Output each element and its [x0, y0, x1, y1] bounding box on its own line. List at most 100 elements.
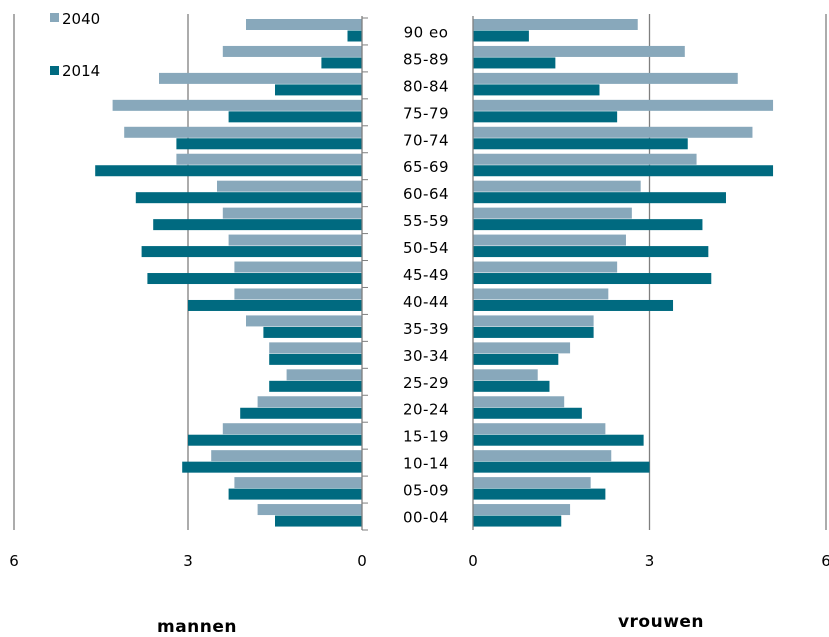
- mannen-bar-2040-80-84: [159, 72, 362, 84]
- vrouwen-bar-2014-45-49: [473, 273, 712, 285]
- age-label-55-59: 55-59: [403, 212, 449, 230]
- vrouwen-bar-2040-60-64: [473, 180, 641, 192]
- vrouwen-bar-2014-20-24: [473, 407, 582, 419]
- mannen-bar-2040-05-09: [234, 477, 362, 489]
- vrouwen-bar-2014-30-34: [473, 353, 559, 365]
- legend-swatch-2014: [50, 66, 59, 75]
- mannen-bar-2040-35-39: [246, 315, 362, 327]
- age-label-90-eo: 90 eo: [404, 23, 449, 41]
- mannen-bar-2040-30-34: [269, 342, 362, 354]
- mannen-bar-2014-80-84: [275, 84, 362, 96]
- mannen-bar-2040-10-14: [211, 450, 362, 462]
- vrouwen-bar-2040-40-44: [473, 288, 609, 300]
- mannen-bar-2040-25-29: [286, 369, 362, 381]
- mannen-bar-2040-15-19: [222, 423, 362, 435]
- vrouwen-bar-2040-00-04: [473, 504, 571, 516]
- vrouwen-x-tick-0: 0: [468, 552, 478, 570]
- age-label-10-14: 10-14: [403, 455, 449, 473]
- age-label-85-89: 85-89: [403, 50, 449, 68]
- mannen-bar-2040-50-54: [228, 234, 362, 246]
- mannen-x-tick-labels: 6 3 0: [9, 552, 367, 570]
- vrouwen-bar-2040-05-09: [473, 477, 591, 489]
- legend-label-2014: 2014: [62, 62, 100, 80]
- mannen-x-tick-3: 3: [183, 552, 193, 570]
- vrouwen-bar-2040-20-24: [473, 396, 565, 408]
- vrouwen-bar-2014-10-14: [473, 461, 650, 473]
- panel-title-vrouwen: vrouwen: [618, 612, 704, 632]
- mannen-bar-2014-65-69: [95, 165, 362, 177]
- mannen-bar-2014-55-59: [153, 219, 362, 231]
- mannen-bar-2014-25-29: [269, 380, 362, 392]
- vrouwen-bar-2014-80-84: [473, 84, 600, 96]
- panel-title-mannen: mannen: [157, 617, 237, 637]
- mannen-bars: [95, 19, 362, 527]
- age-label-25-29: 25-29: [403, 374, 449, 392]
- vrouwen-bar-2014-50-54: [473, 246, 709, 258]
- vrouwen-bar-2014-25-29: [473, 380, 550, 392]
- vrouwen-bar-2014-65-69: [473, 165, 774, 177]
- age-label-60-64: 60-64: [403, 185, 449, 203]
- mannen-bar-2040-55-59: [222, 207, 362, 219]
- vrouwen-bar-2014-75-79: [473, 111, 618, 123]
- legend: 2040 2014: [50, 10, 100, 80]
- mannen-bar-2040-65-69: [176, 153, 362, 165]
- vrouwen-bar-2040-25-29: [473, 369, 538, 381]
- vrouwen-bar-2014-90-eo: [473, 30, 529, 42]
- vrouwen-bar-2040-35-39: [473, 315, 594, 327]
- mannen-bar-2014-10-14: [182, 461, 362, 473]
- mannen-bar-2014-20-24: [240, 407, 362, 419]
- mannen-bar-2014-90-eo: [347, 30, 362, 42]
- mannen-bar-2040-00-04: [257, 504, 362, 516]
- vrouwen-bar-2014-55-59: [473, 219, 703, 231]
- vrouwen-bar-2014-85-89: [473, 57, 556, 69]
- mannen-bar-2014-35-39: [263, 326, 362, 338]
- age-label-35-39: 35-39: [403, 320, 449, 338]
- vrouwen-bar-2040-80-84: [473, 72, 738, 84]
- mannen-bar-2014-75-79: [228, 111, 362, 123]
- age-label-80-84: 80-84: [403, 77, 449, 95]
- mannen-bar-2014-00-04: [275, 515, 362, 527]
- legend-label-2040: 2040: [62, 10, 100, 28]
- age-label-20-24: 20-24: [403, 401, 449, 419]
- mannen-bar-2040-85-89: [222, 45, 362, 57]
- age-label-75-79: 75-79: [403, 104, 449, 122]
- vrouwen-bar-2040-45-49: [473, 261, 618, 273]
- vrouwen-bar-2040-30-34: [473, 342, 571, 354]
- vrouwen-bar-2014-40-44: [473, 299, 674, 311]
- vrouwen-bar-2040-75-79: [473, 99, 774, 111]
- mannen-bar-2040-75-79: [112, 99, 362, 111]
- mannen-x-tick-6: 6: [9, 552, 19, 570]
- vrouwen-bar-2040-85-89: [473, 45, 685, 57]
- vrouwen-bar-2014-35-39: [473, 326, 594, 338]
- vrouwen-bar-2014-05-09: [473, 488, 606, 500]
- vrouwen-bar-2014-00-04: [473, 515, 562, 527]
- vrouwen-bar-2040-90-eo: [473, 19, 638, 30]
- mannen-bar-2040-70-74: [124, 126, 362, 138]
- age-label-40-44: 40-44: [403, 293, 449, 311]
- vrouwen-bar-2040-10-14: [473, 450, 612, 462]
- vrouwen-bars: [473, 19, 774, 527]
- mannen-bar-2040-45-49: [234, 261, 362, 273]
- mannen-bar-2014-40-44: [188, 299, 362, 311]
- vrouwen-bar-2040-70-74: [473, 126, 753, 138]
- vrouwen-bar-2014-15-19: [473, 434, 644, 446]
- vrouwen-bar-2040-65-69: [473, 153, 697, 165]
- age-group-labels: 00-04 05-09 10-14 15-19 20-24 25-29 30-34 35-39…: [403, 23, 449, 526]
- vrouwen-x-tick-labels: 0 3 6: [468, 552, 829, 570]
- mannen-bar-2040-40-44: [234, 288, 362, 300]
- mannen-bar-2014-15-19: [188, 434, 362, 446]
- mannen-bar-2040-90-eo: [246, 19, 362, 30]
- age-label-00-04: 00-04: [403, 509, 449, 527]
- vrouwen-bar-2040-15-19: [473, 423, 606, 435]
- vrouwen-x-tick-3: 3: [645, 552, 655, 570]
- axes: [361, 16, 474, 531]
- legend-swatch-2040: [50, 13, 59, 22]
- mannen-bar-2014-85-89: [321, 57, 362, 69]
- age-label-15-19: 15-19: [403, 428, 449, 446]
- age-label-45-49: 45-49: [403, 266, 449, 284]
- vrouwen-bar-2040-55-59: [473, 207, 632, 219]
- mannen-bar-2014-05-09: [228, 488, 362, 500]
- mannen-bar-2040-20-24: [257, 396, 362, 408]
- vrouwen-bar-2014-70-74: [473, 138, 688, 150]
